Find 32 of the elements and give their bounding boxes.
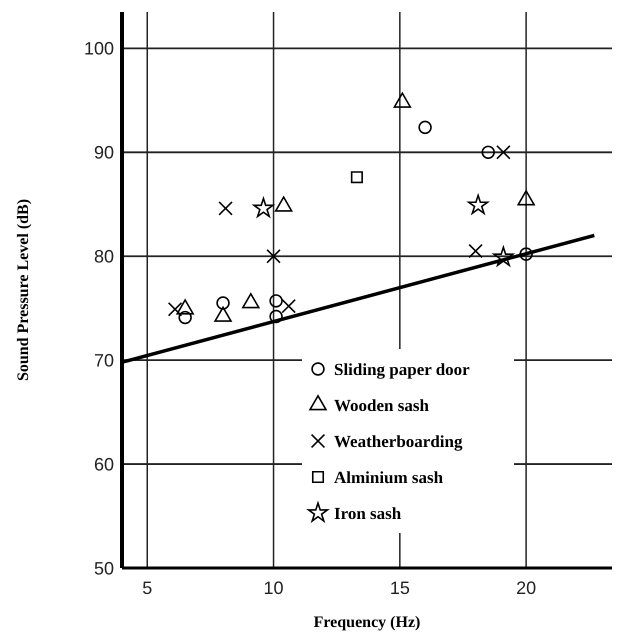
point [468,244,483,258]
y-tick-label: 60 [94,454,114,474]
y-tick-label: 90 [94,142,114,163]
point [218,201,233,216]
legend-label: Weatherboarding [334,432,463,451]
y-tick-label: 100 [84,38,114,59]
x-axis-title: Frequency (Hz) [314,614,420,631]
point [418,120,432,134]
legend-label: Alminium sash [334,468,444,487]
point [350,171,363,184]
point [482,146,495,160]
point [493,246,514,266]
point [266,248,281,264]
y-tick-label: 80 [94,246,114,267]
point [168,302,182,316]
point [468,194,488,214]
legend-label: Wooden sash [334,396,430,415]
point [178,310,192,324]
legend-label: Iron sash [334,504,402,523]
point [253,198,274,218]
y-tick-label: 50 [94,558,114,578]
point [519,247,533,261]
point [269,310,283,324]
point [216,296,230,310]
x-tick-label: 20 [516,578,536,598]
x-tick-label: 10 [264,578,284,598]
y-tick-label: 70 [94,350,114,370]
x-tick-label: 15 [390,578,410,598]
point [496,145,511,160]
legend-label: Sliding paper door [334,360,470,379]
y-axis-title: Sound Pressure Level (dB) [15,198,32,382]
x-tick-label: 5 [142,578,152,598]
